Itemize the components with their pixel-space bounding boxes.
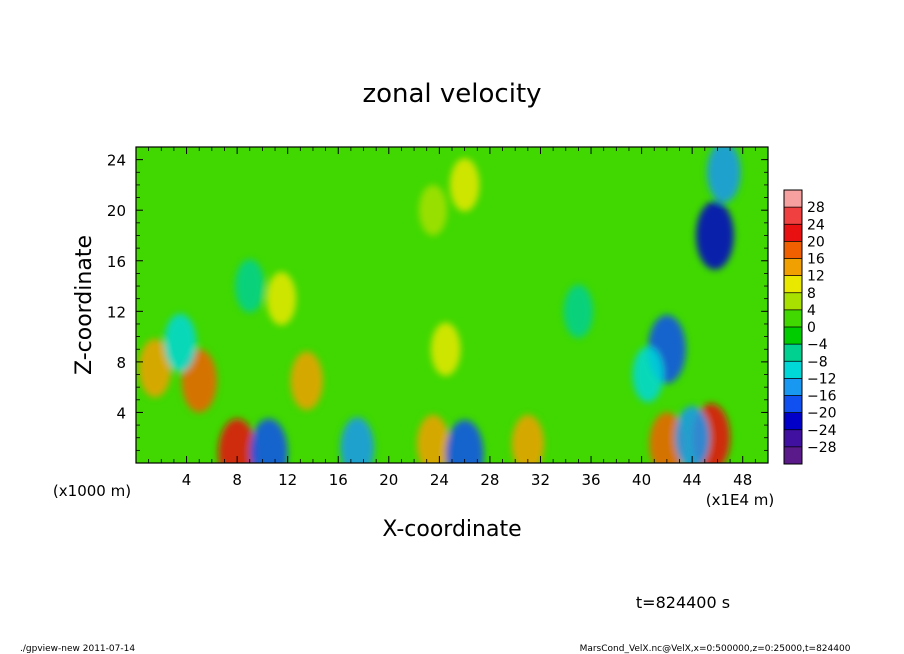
colorbar-swatch: [784, 327, 802, 345]
velocity-field: [136, 147, 768, 463]
colorbar-swatch: [784, 241, 802, 259]
field-feature: [249, 418, 288, 463]
y-tick-label: 4: [116, 404, 126, 422]
colorbar-label: 0: [807, 320, 816, 336]
y-tick-label: 24: [107, 152, 126, 170]
colorbar-swatch: [784, 258, 802, 276]
colorbar-label: −16: [807, 389, 837, 405]
field-feature: [418, 184, 448, 236]
colorbar-swatch: [784, 275, 802, 293]
field-feature: [449, 158, 480, 212]
x-tick-label: 24: [430, 471, 449, 489]
x-unit-note: (x1E4 m): [706, 491, 775, 509]
field-features: [138, 147, 741, 463]
colorbar-swatch: [784, 344, 802, 362]
colorbar-swatch: [784, 395, 802, 413]
x-tick-label: 4: [182, 471, 192, 489]
field-feature: [138, 339, 172, 398]
field-feature: [511, 414, 545, 463]
x-tick-label: 8: [232, 471, 242, 489]
colorbar-label: −28: [807, 440, 837, 456]
field-feature: [290, 351, 323, 410]
colorbar-label: 16: [807, 252, 825, 268]
field-feature: [218, 418, 257, 463]
colorbar-label: 20: [807, 234, 825, 250]
x-tick-label: 48: [733, 471, 752, 489]
x-axis: 4 8 12 16 20 24 28 32 36 40 44 48: [148, 147, 756, 489]
colorbar-swatch: [784, 309, 802, 327]
time-label: t=824400 s: [636, 593, 730, 612]
field-feature: [164, 313, 197, 373]
colorbar-label: 8: [807, 286, 816, 302]
field-feature: [632, 346, 664, 403]
heatmap-area: [135, 146, 769, 464]
field-feature: [445, 419, 484, 463]
y-tick-label: 20: [107, 202, 126, 220]
colorbar-swatch: [784, 190, 802, 208]
y-unit-note: (x1000 m): [53, 482, 131, 500]
colorbar-swatch: [784, 378, 802, 396]
colorbar-label: −12: [807, 371, 837, 387]
y-axis: 4 8 12 16 20 24: [107, 152, 768, 451]
colorbar-label: 4: [807, 303, 816, 319]
field-feature: [234, 259, 265, 313]
x-tick-label: 20: [379, 471, 398, 489]
x-tick-label: 16: [329, 471, 348, 489]
colorbar-label: 28: [807, 200, 825, 216]
colorbar-label: −8: [807, 354, 828, 370]
y-axis-label: Z-coordinate: [72, 235, 97, 375]
x-tick-label: 28: [480, 471, 499, 489]
data-source-info: MarsCond_VelX.nc@VelX,x=0:500000,z=0:250…: [580, 644, 851, 654]
chart-title: zonal velocity: [362, 79, 541, 109]
field-feature: [563, 284, 594, 338]
field-feature: [416, 414, 450, 463]
colorbar-label: 12: [807, 269, 825, 285]
field-feature: [266, 272, 297, 326]
x-axis-label: X-coordinate: [382, 517, 521, 542]
colorbar-label: −20: [807, 406, 837, 422]
x-tick-label: 36: [581, 471, 600, 489]
field-feature: [340, 417, 375, 463]
field-feature: [706, 147, 741, 203]
y-tick-label: 16: [107, 253, 126, 271]
colorbar-swatch: [784, 292, 802, 310]
colorbar-swatch: [784, 207, 802, 225]
x-tick-label: 44: [683, 471, 702, 489]
y-tick-label: 8: [116, 354, 126, 372]
x-tick-label: 40: [632, 471, 651, 489]
field-feature: [649, 412, 685, 463]
x-tick-label: 12: [278, 471, 297, 489]
colorbar-swatch: [784, 361, 802, 379]
field-feature: [695, 201, 734, 270]
colorbar-swatch: [784, 446, 802, 464]
x-tick-label: 32: [531, 471, 550, 489]
colorbar-swatch: [784, 224, 802, 242]
y-tick-label: 12: [107, 303, 126, 321]
field-feature: [430, 322, 461, 376]
colorbar-label: 24: [807, 217, 825, 233]
field-feature: [674, 406, 710, 463]
colorbar-swatch: [784, 429, 802, 447]
colorbar-label: −24: [807, 423, 837, 439]
program-info: ./gpview-new 2011-07-14: [20, 644, 135, 654]
colorbar-swatch: [784, 412, 802, 430]
colorbar-label: −4: [807, 337, 828, 353]
